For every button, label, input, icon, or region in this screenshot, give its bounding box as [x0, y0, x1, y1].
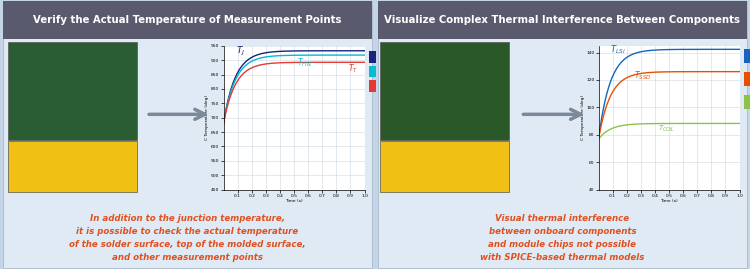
- Text: Visual thermal interference
between onboard components
and module chips not poss: Visual thermal interference between onbo…: [480, 214, 645, 262]
- Bar: [744, 95, 750, 109]
- Bar: [369, 80, 376, 92]
- Text: $T_J$: $T_J$: [236, 45, 245, 58]
- Ellipse shape: [41, 167, 79, 186]
- Text: Visualize Complex Thermal Interference Between Components: Visualize Complex Thermal Interference B…: [385, 15, 740, 25]
- Text: In addition to the junction temperature,
it is possible to check the actual temp: In addition to the junction temperature,…: [69, 214, 306, 262]
- Bar: [378, 1, 747, 39]
- Bar: [744, 49, 750, 63]
- Ellipse shape: [420, 167, 450, 183]
- Bar: [3, 1, 372, 268]
- Bar: [378, 1, 747, 268]
- Text: $T_{FIN}$: $T_{FIN}$: [297, 56, 312, 69]
- X-axis label: Time (s): Time (s): [285, 199, 303, 203]
- Text: $T_{SSD}$: $T_{SSD}$: [634, 70, 651, 82]
- Bar: [3, 1, 372, 39]
- Y-axis label: C Temperature (deg): C Temperature (deg): [580, 95, 585, 140]
- Text: $T_{COIL}$: $T_{COIL}$: [658, 124, 675, 134]
- Ellipse shape: [402, 160, 447, 184]
- Ellipse shape: [19, 159, 71, 186]
- Text: $T_{LSi}$: $T_{LSi}$: [610, 44, 626, 56]
- Bar: [744, 72, 750, 86]
- Bar: [369, 51, 376, 63]
- X-axis label: Time (s): Time (s): [660, 199, 678, 203]
- Text: Verify the Actual Temperature of Measurement Points: Verify the Actual Temperature of Measure…: [33, 15, 342, 25]
- Bar: [369, 66, 376, 77]
- Y-axis label: C Temperature (deg): C Temperature (deg): [206, 95, 209, 140]
- Text: $T_T$: $T_T$: [347, 62, 358, 75]
